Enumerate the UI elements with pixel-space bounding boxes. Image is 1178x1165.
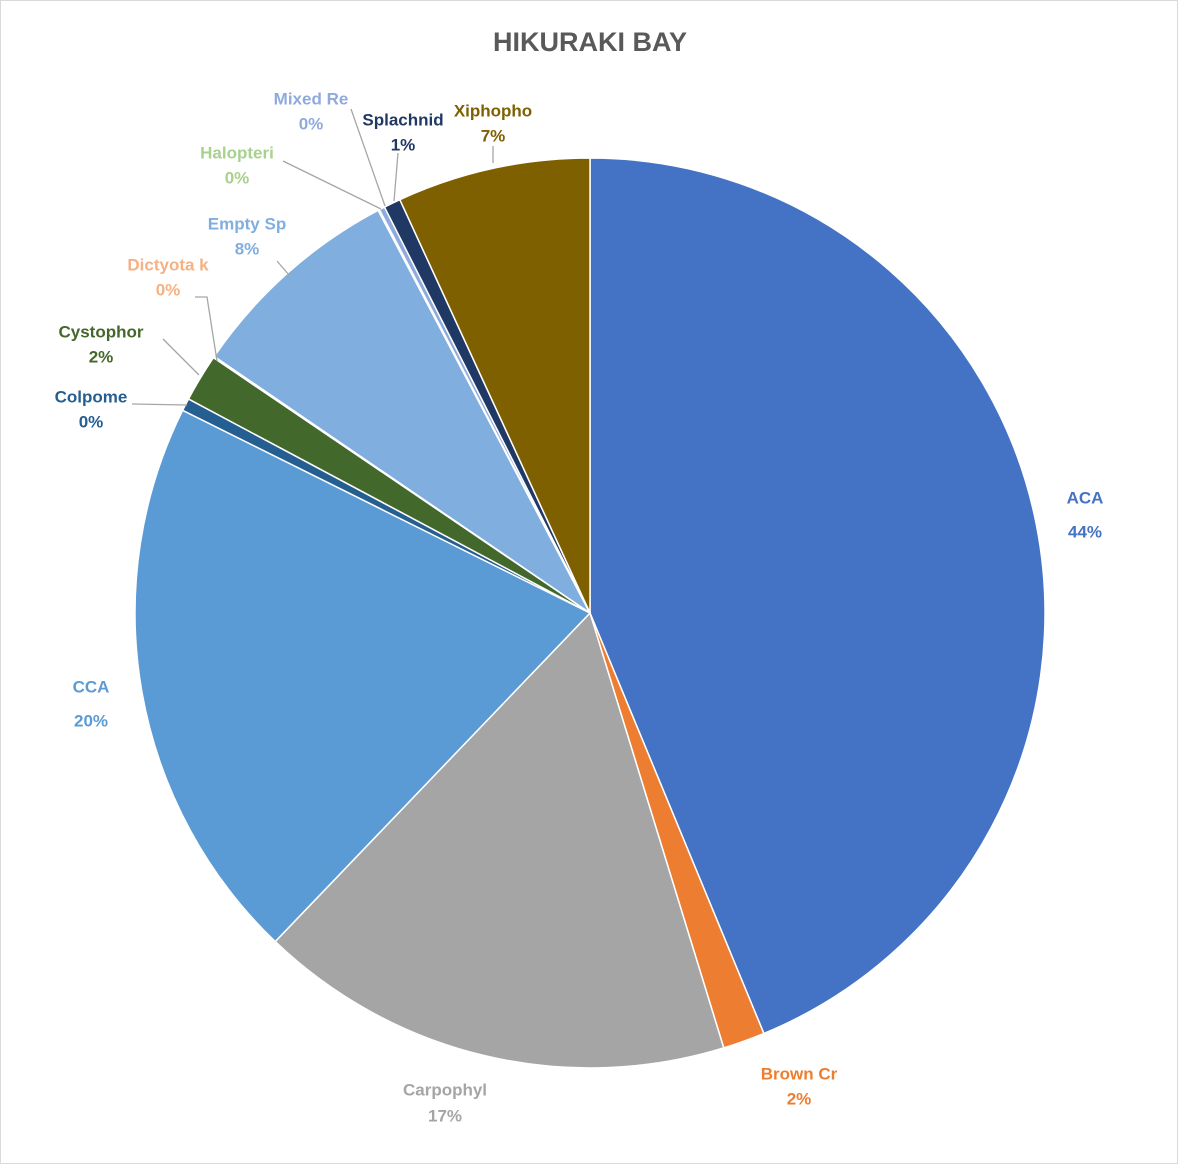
- slice-percent-splachnid: 1%: [391, 135, 416, 154]
- pie-slice-carpophyl: [274, 611, 725, 1069]
- slice-label-dictyota-k: Dictyota k: [127, 255, 209, 274]
- slice-percent-dictyota-k: 0%: [156, 280, 181, 299]
- leader-line: [350, 108, 386, 207]
- slice-label-aca: ACA: [1067, 488, 1104, 507]
- pie-slice-cca: [134, 409, 592, 943]
- slice-percent-cystophor: 2%: [89, 347, 114, 366]
- slice-percent-carpophyl: 17%: [428, 1106, 462, 1125]
- leader-line: [393, 152, 399, 202]
- leader-line: [195, 296, 218, 362]
- slice-label-cca: CCA: [73, 677, 110, 696]
- leader-line: [131, 403, 188, 406]
- leader-line: [276, 260, 290, 276]
- slice-label-mixed-re: Mixed Re: [274, 89, 349, 108]
- slice-percent-brown-cr: 2%: [787, 1089, 812, 1108]
- slice-percent-cca: 20%: [74, 711, 108, 730]
- slice-percent-mixed-re: 0%: [299, 114, 324, 133]
- slice-percent-halopteri: 0%: [225, 168, 250, 187]
- slice-percent-aca: 44%: [1068, 522, 1102, 541]
- pie-slice-aca: [589, 157, 1046, 1035]
- slice-label-xiphopho: Xiphopho: [454, 101, 532, 120]
- slice-percent-xiphopho: 7%: [481, 126, 506, 145]
- leader-line: [162, 338, 200, 376]
- slice-label-colpome: Colpome: [55, 387, 128, 406]
- slice-percent-empty-sp: 8%: [235, 239, 260, 258]
- slice-label-splachnid: Splachnid: [362, 110, 443, 129]
- slice-percent-colpome: 0%: [79, 412, 104, 431]
- pie-slice-xiphopho: [398, 157, 591, 614]
- slice-label-empty-sp: Empty Sp: [208, 214, 286, 233]
- slice-label-carpophyl: Carpophyl: [403, 1080, 487, 1099]
- slice-label-halopteri: Halopteri: [200, 143, 274, 162]
- slice-label-cystophor: Cystophor: [59, 322, 144, 341]
- leader-line: [282, 160, 382, 210]
- chart-title: HIKURAKI BAY: [492, 27, 688, 57]
- slice-label-brown-cr: Brown Cr: [761, 1064, 838, 1083]
